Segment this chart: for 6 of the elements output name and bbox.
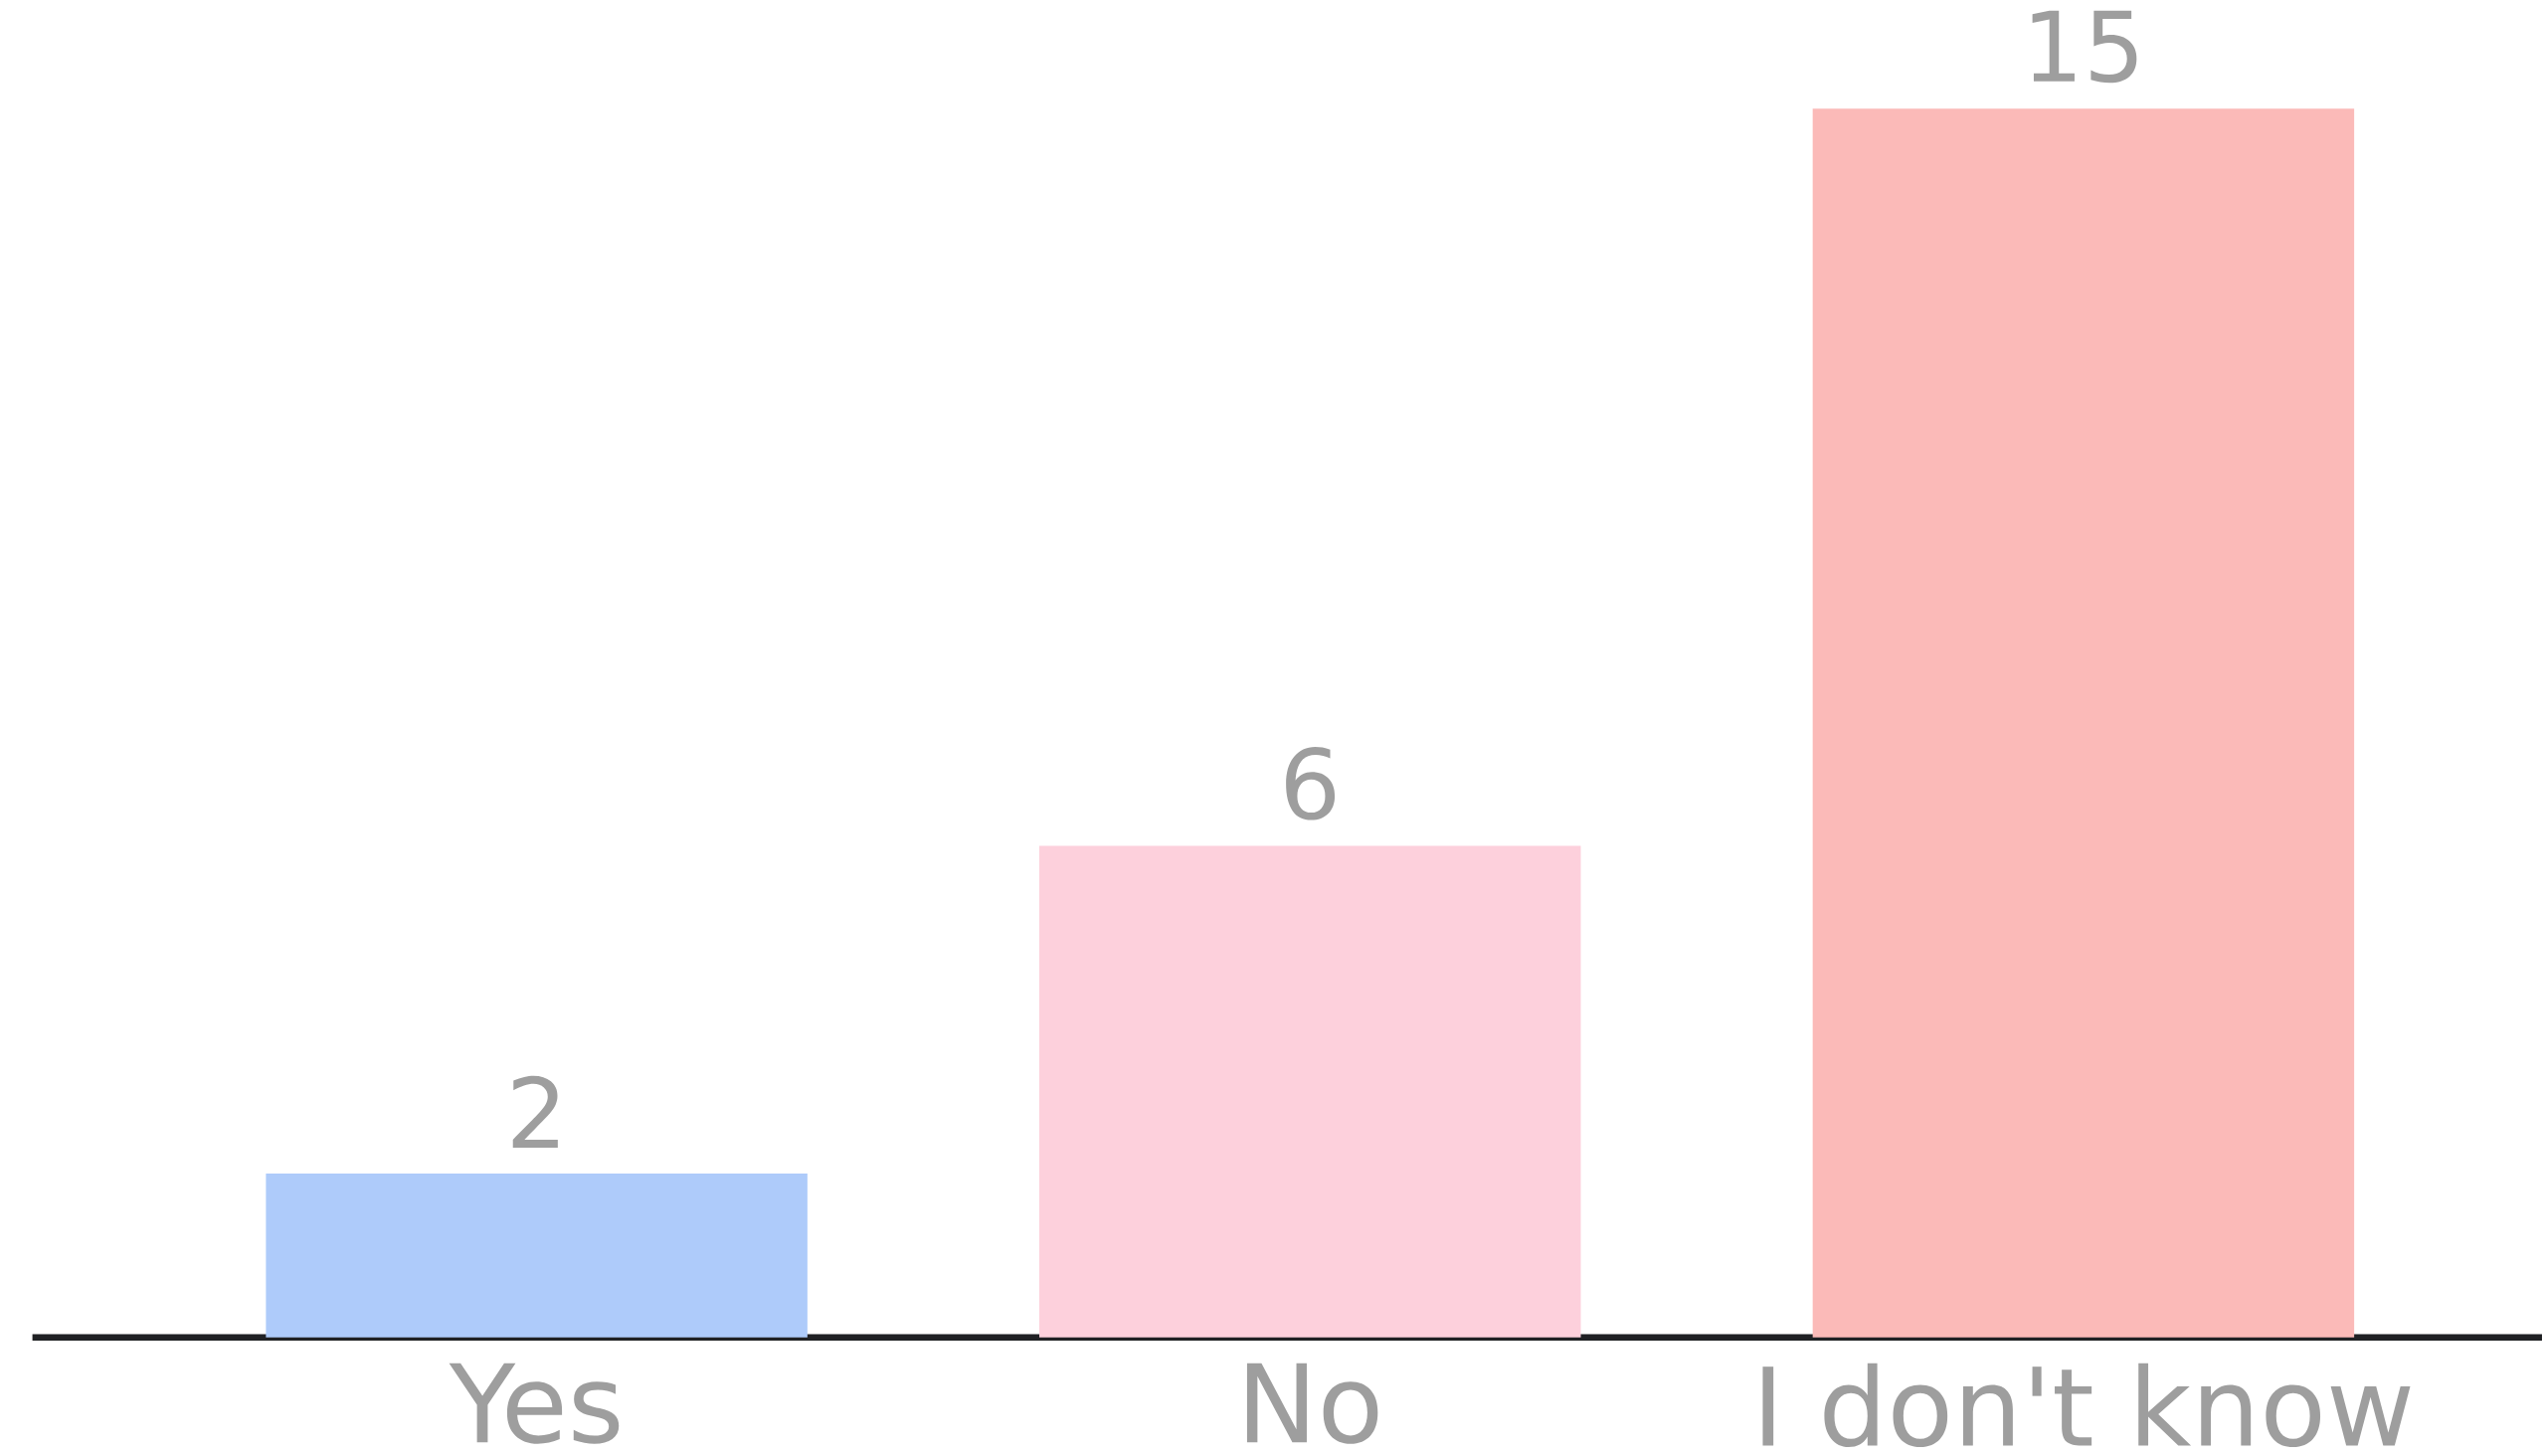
data-label: 2 (512, 1075, 558, 1149)
data-label: 15 (2032, 10, 2137, 84)
x-tick-label: I don't know (1762, 1363, 2411, 1448)
x-tick-label: Yes (449, 1363, 620, 1444)
x-tick-label: No (1246, 1363, 1378, 1444)
data-label: 6 (1286, 746, 1336, 820)
